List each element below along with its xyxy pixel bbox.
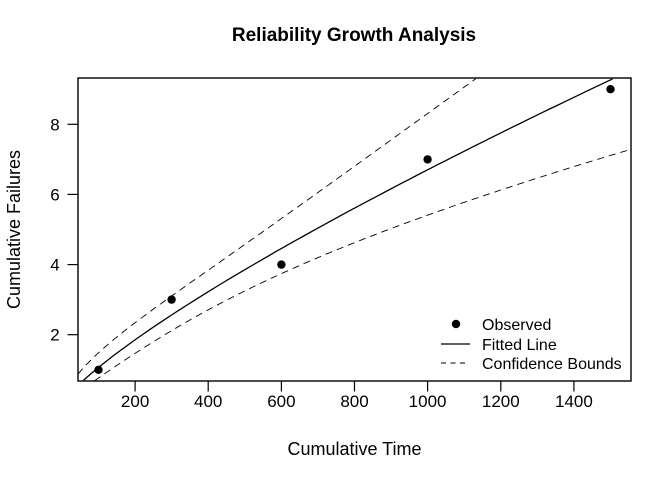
svg-text:Cumulative Failures: Cumulative Failures bbox=[4, 150, 24, 309]
svg-text:400: 400 bbox=[194, 392, 222, 411]
svg-text:Reliability Growth Analysis: Reliability Growth Analysis bbox=[232, 25, 476, 46]
svg-text:Fitted Line: Fitted Line bbox=[482, 337, 557, 354]
svg-text:200: 200 bbox=[121, 392, 149, 411]
svg-text:Observed: Observed bbox=[482, 317, 551, 334]
svg-text:2: 2 bbox=[50, 326, 59, 345]
svg-text:6: 6 bbox=[50, 185, 59, 204]
svg-text:1000: 1000 bbox=[409, 392, 447, 411]
svg-text:600: 600 bbox=[267, 392, 295, 411]
svg-text:4: 4 bbox=[50, 256, 59, 275]
svg-text:800: 800 bbox=[340, 392, 368, 411]
svg-text:1400: 1400 bbox=[555, 392, 593, 411]
svg-text:Cumulative Time: Cumulative Time bbox=[287, 439, 421, 459]
svg-text:8: 8 bbox=[50, 115, 59, 134]
svg-text:1200: 1200 bbox=[482, 392, 520, 411]
svg-text:Confidence Bounds: Confidence Bounds bbox=[482, 356, 622, 373]
